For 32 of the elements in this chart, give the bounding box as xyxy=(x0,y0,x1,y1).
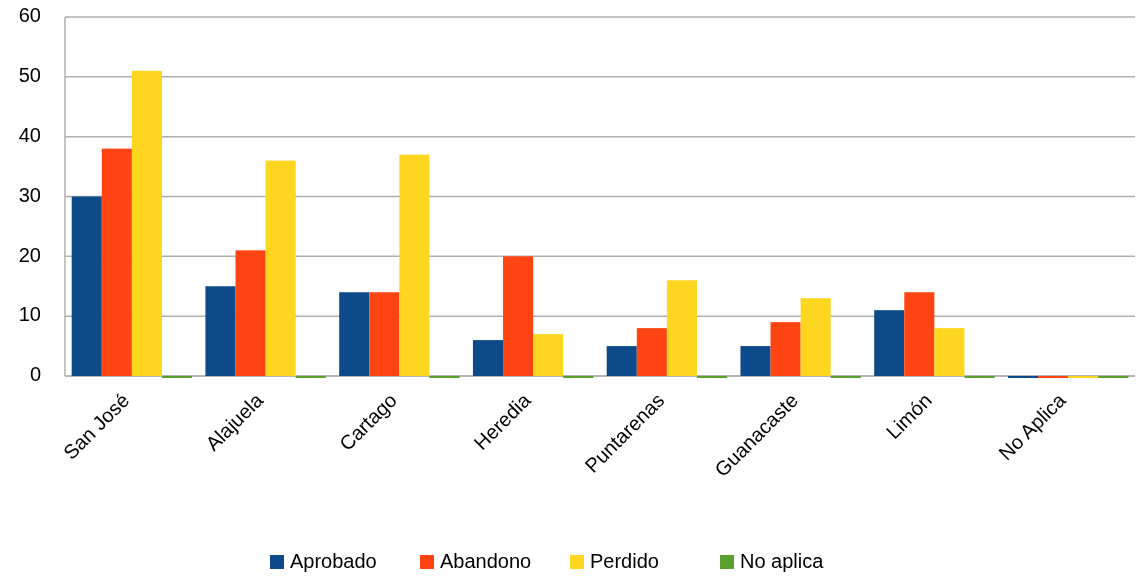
bar xyxy=(399,154,430,376)
y-tick-label: 60 xyxy=(18,4,41,27)
bar xyxy=(636,328,667,376)
bar xyxy=(101,148,132,376)
bar xyxy=(934,328,965,376)
bar xyxy=(472,340,504,376)
y-tick-label: 40 xyxy=(18,123,41,146)
bar xyxy=(904,292,935,376)
y-tick-label: 50 xyxy=(18,64,41,87)
bar xyxy=(874,310,905,376)
legend-label: Perdido xyxy=(590,550,659,573)
bar xyxy=(71,196,102,376)
bar xyxy=(740,346,771,376)
legend-label: Abandono xyxy=(440,550,532,573)
bar xyxy=(369,292,400,376)
bar xyxy=(666,280,697,376)
bar xyxy=(265,160,296,376)
bar xyxy=(606,346,637,376)
bar xyxy=(800,298,831,376)
legend-label: No aplica xyxy=(740,550,825,573)
bar xyxy=(131,70,162,376)
y-tick-label: 30 xyxy=(18,183,41,206)
bar xyxy=(503,256,534,376)
bar xyxy=(533,334,564,376)
bar xyxy=(235,250,266,376)
legend-label: Aprobado xyxy=(290,550,377,573)
bar xyxy=(770,322,801,376)
y-tick-label: 0 xyxy=(29,363,41,386)
y-tick-label: 20 xyxy=(18,243,41,266)
bar xyxy=(205,286,236,376)
y-tick-label: 10 xyxy=(18,303,41,326)
bar xyxy=(339,292,370,376)
